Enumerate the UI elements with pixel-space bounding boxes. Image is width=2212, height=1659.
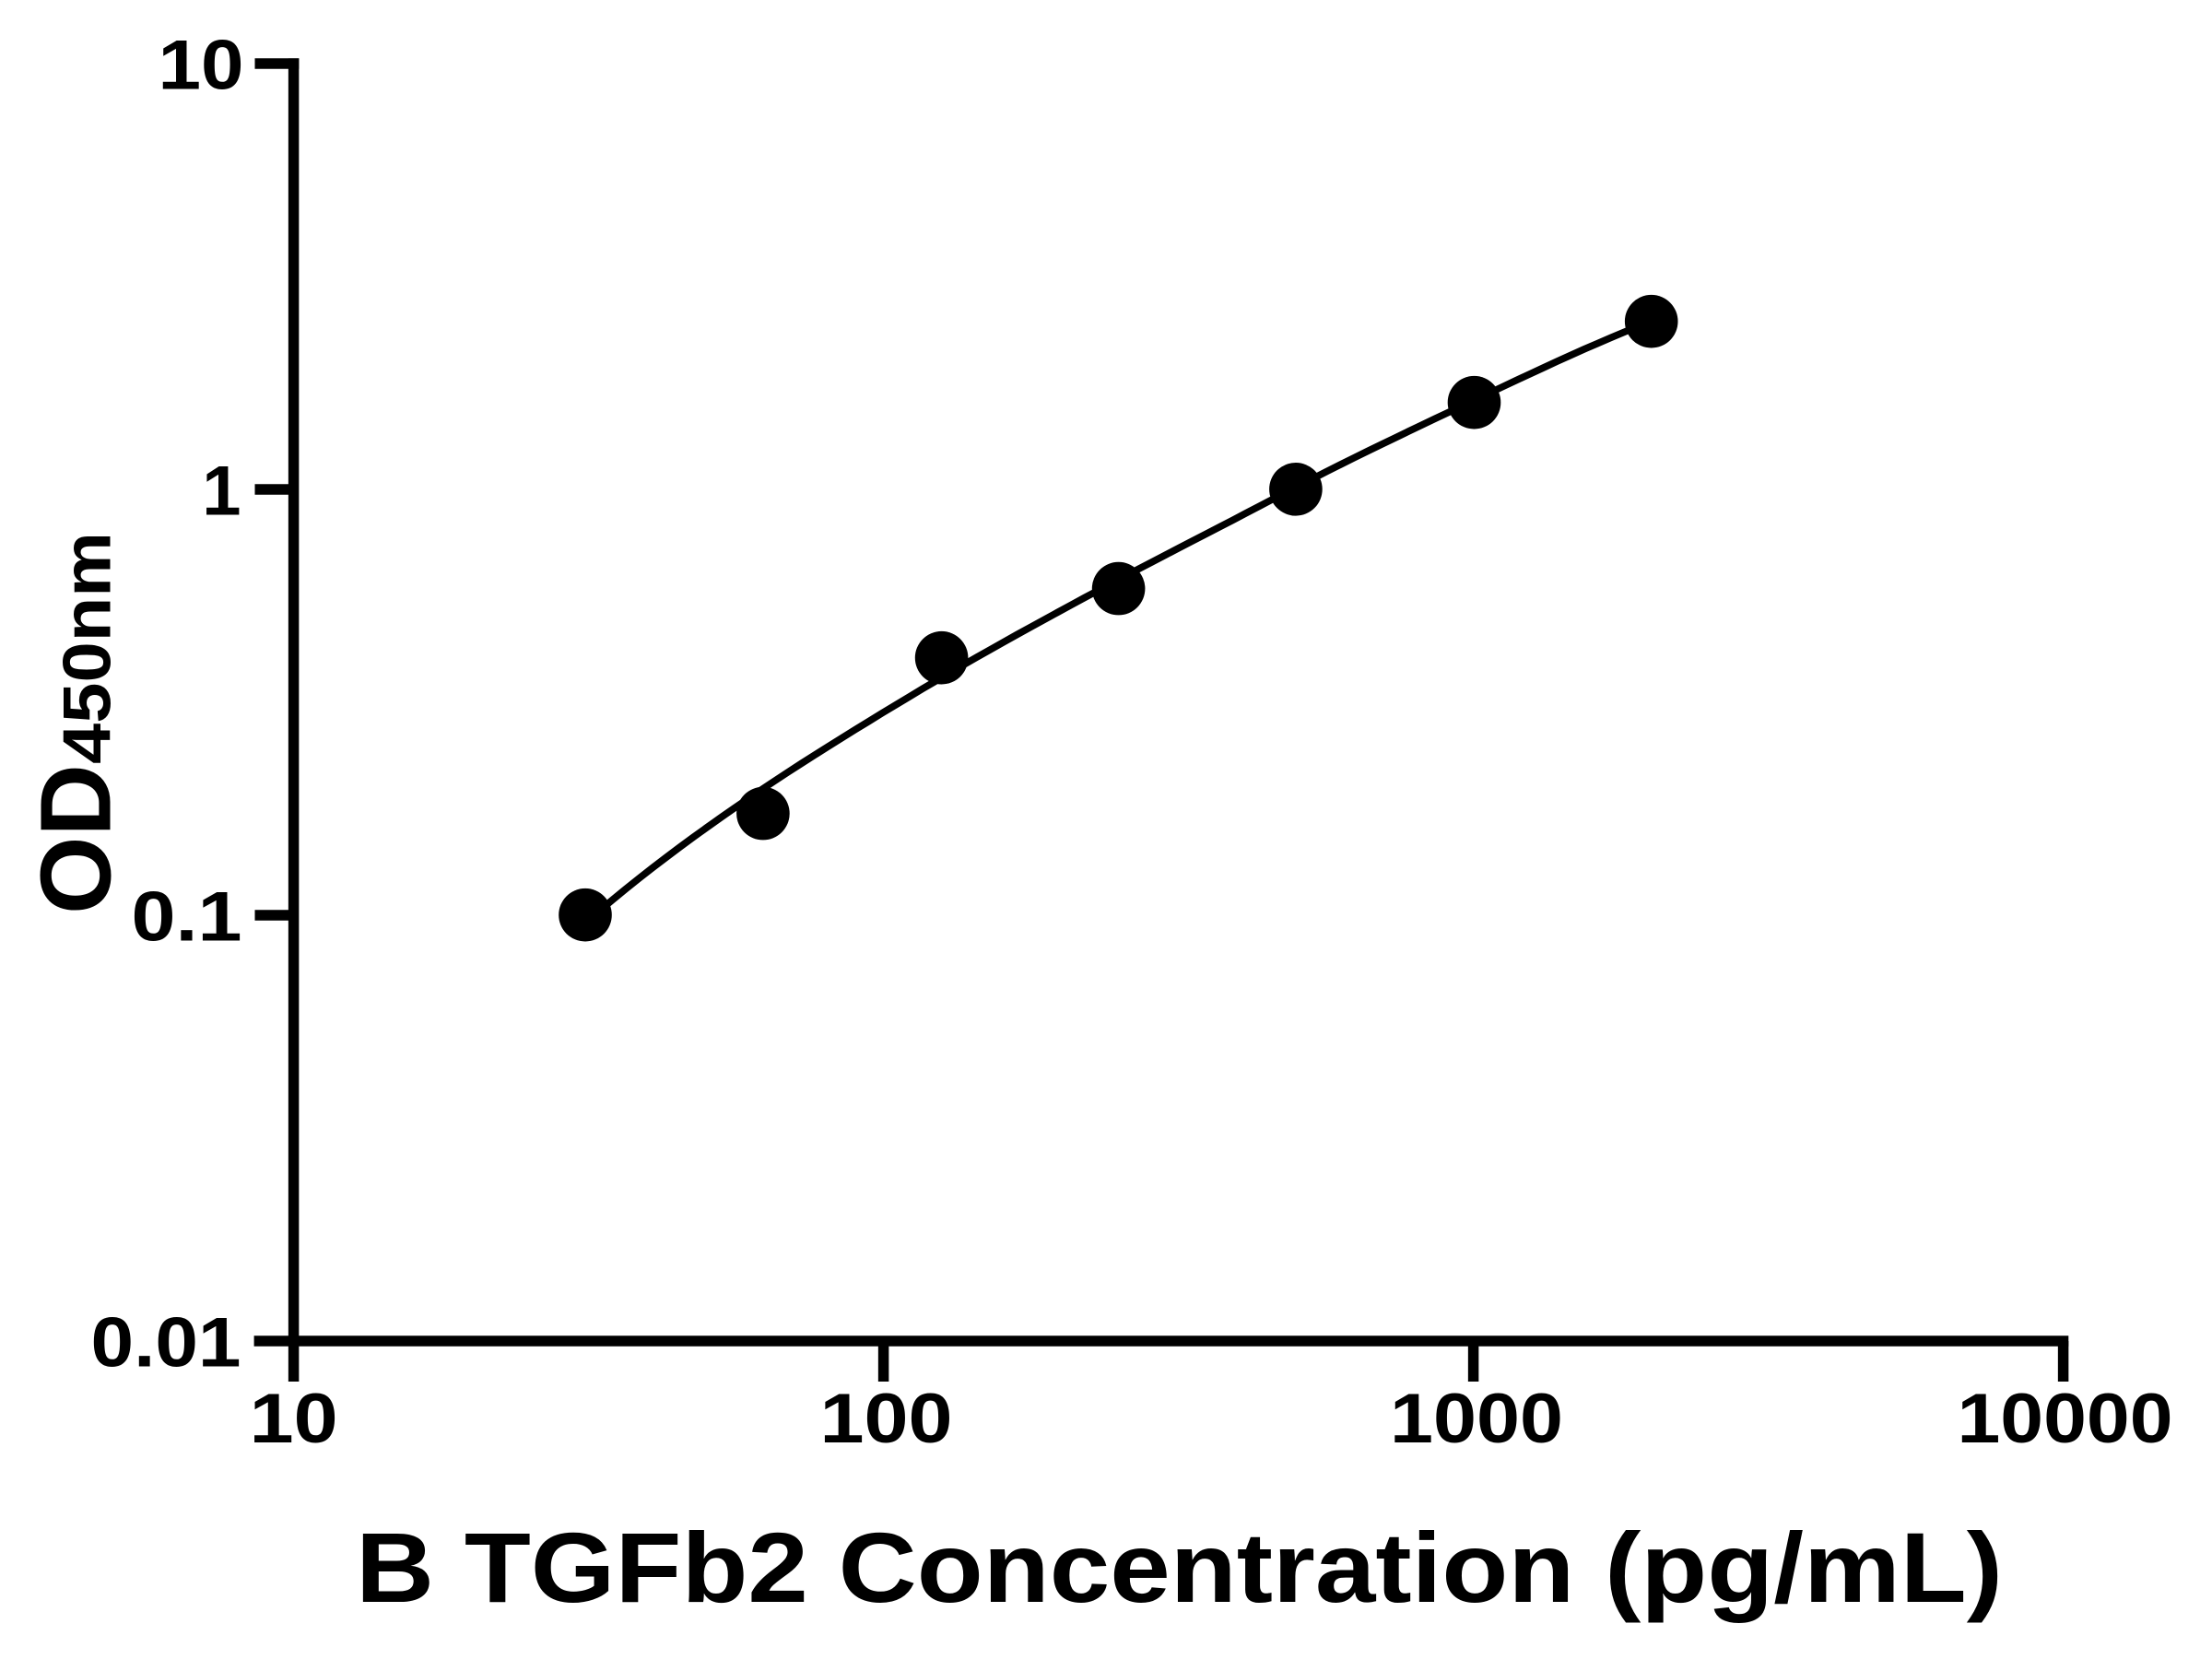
svg-text:10: 10 [250, 1380, 338, 1458]
svg-text:OD450nm: OD450nm [20, 532, 133, 914]
svg-text:1: 1 [202, 453, 241, 531]
svg-text:10: 10 [159, 27, 244, 105]
svg-text:0.1: 0.1 [132, 878, 242, 957]
svg-text:0.01: 0.01 [91, 1304, 241, 1382]
svg-text:10000: 10000 [1958, 1380, 2173, 1458]
svg-text:1000: 1000 [1390, 1380, 1563, 1458]
svg-text:B TGFb2 Concentration (pg/mL): B TGFb2 Concentration (pg/mL) [356, 1512, 2003, 1623]
svg-text:100: 100 [820, 1380, 953, 1458]
